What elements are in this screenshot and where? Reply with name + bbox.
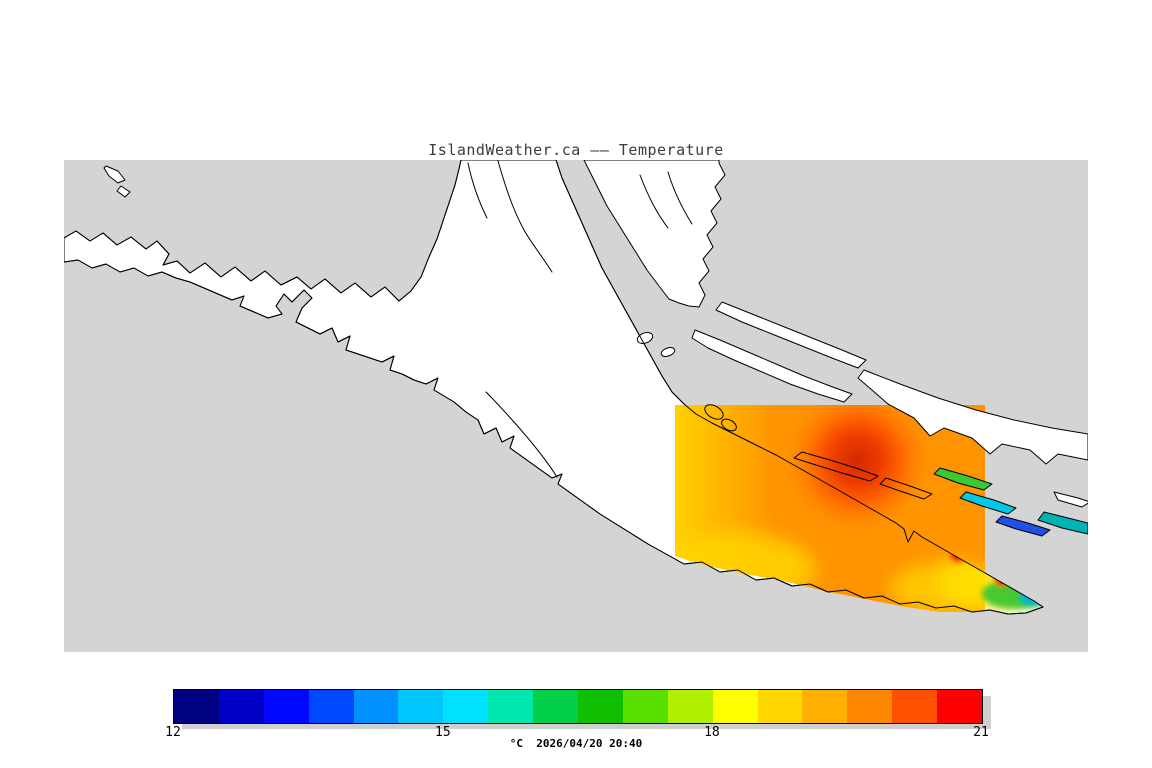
colorbar-segment bbox=[488, 690, 534, 723]
colorbar-segments bbox=[174, 690, 983, 723]
colorbar-caption: °C 2026/04/20 20:40 bbox=[509, 737, 643, 750]
gulf-island-outline bbox=[879, 477, 933, 500]
strait-islet bbox=[660, 347, 676, 357]
colorbar-segment bbox=[712, 690, 758, 723]
gulf-islet-white bbox=[1053, 491, 1088, 508]
mainland-fjord bbox=[667, 171, 693, 225]
colorbar-tick: 21 bbox=[973, 725, 989, 740]
colorbar-tick: 15 bbox=[435, 725, 451, 740]
gulf-island-blue bbox=[995, 515, 1051, 537]
colorbar-segment bbox=[622, 690, 668, 723]
colorbar-segment bbox=[308, 690, 354, 723]
coloured-gulf-islands bbox=[933, 467, 1088, 537]
land-masses bbox=[64, 160, 1044, 615]
inlet-channels bbox=[467, 160, 693, 478]
strait-islet bbox=[636, 332, 654, 344]
nw-islet bbox=[116, 185, 131, 198]
colorbar-segment bbox=[443, 690, 489, 723]
colorbar-segment bbox=[174, 690, 219, 723]
colorbar-segment bbox=[847, 690, 893, 723]
gulf-island-teal bbox=[1037, 511, 1088, 535]
colorbar-segment bbox=[892, 690, 938, 723]
colorbar-segment bbox=[398, 690, 444, 723]
colorbar-segment bbox=[218, 690, 264, 723]
colorbar bbox=[173, 689, 983, 724]
colorbar-segment bbox=[937, 690, 983, 723]
hornby-island-outline bbox=[721, 418, 737, 432]
mainland-coast bbox=[583, 160, 726, 308]
johnstone-channel bbox=[497, 160, 553, 273]
colorbar-segment bbox=[578, 690, 623, 723]
colorbar-tick: 18 bbox=[704, 725, 720, 740]
gulf-island-outline bbox=[793, 451, 879, 482]
denman-island-outline bbox=[704, 404, 724, 420]
map-title: IslandWeather.ca –– Temperature bbox=[428, 141, 724, 159]
colorbar-segment bbox=[353, 690, 399, 723]
nw-islet bbox=[103, 165, 126, 184]
gulf-island-cyan bbox=[959, 491, 1017, 515]
northeast-mainland-shore bbox=[857, 369, 1088, 465]
colorbar-segment bbox=[757, 690, 803, 723]
colorbar-segment bbox=[263, 690, 309, 723]
colorbar-ticks: 12 15 18 21 bbox=[165, 725, 989, 740]
gulf-island-outlines bbox=[704, 404, 933, 500]
colorbar-segment bbox=[802, 690, 848, 723]
mainland-fjord bbox=[639, 174, 669, 229]
sunshine-coast-strip bbox=[715, 301, 867, 369]
heat-maximum bbox=[780, 405, 936, 538]
colorbar-segment bbox=[667, 690, 713, 723]
north-channel bbox=[467, 162, 488, 219]
alberni-inlet bbox=[485, 391, 558, 478]
texada-island bbox=[691, 329, 853, 403]
colorbar-segment bbox=[533, 690, 579, 723]
gulf-island-green bbox=[933, 467, 993, 491]
colorbar-tick: 12 bbox=[165, 725, 181, 740]
